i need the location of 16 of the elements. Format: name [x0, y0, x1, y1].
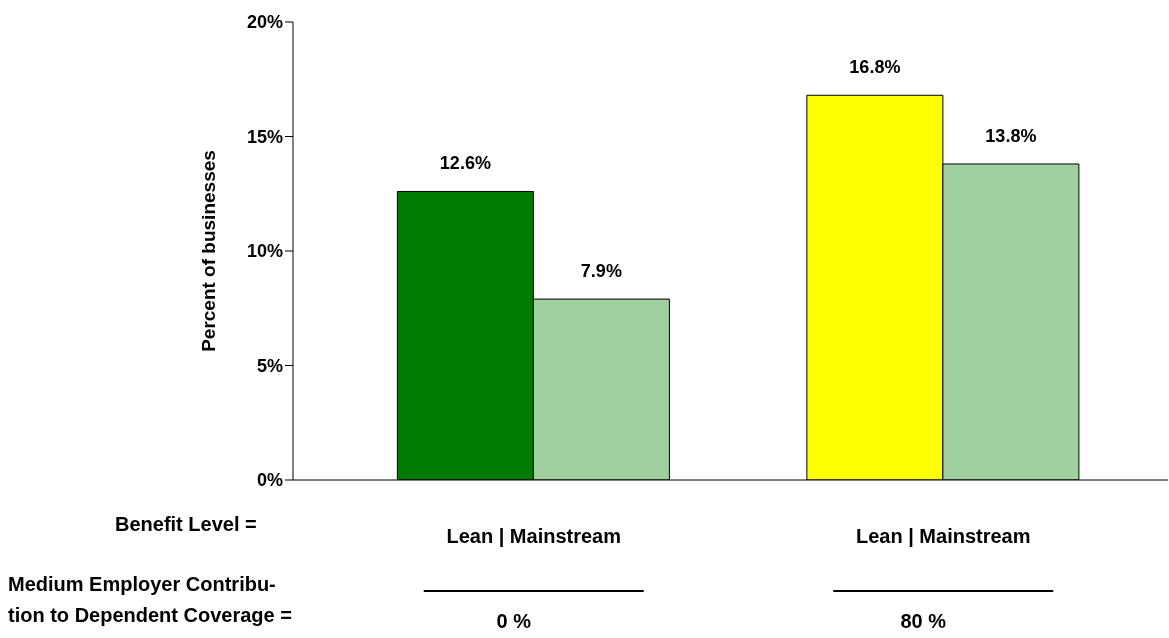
y-tick-label: 15% [246, 126, 283, 147]
text: Lean | Mainstream [446, 525, 622, 547]
text: 12.6% [439, 153, 491, 174]
y-tick-label: 20% [246, 12, 283, 33]
text: Medium Employer Contribu- tion to Dependent Coverage = [8, 572, 292, 628]
text: Lean | Mainstream [855, 525, 1031, 547]
x-tick-label: 0 % [496, 610, 532, 632]
text: 13.8% [985, 125, 1037, 146]
text: Benefit Level = [115, 513, 257, 536]
text: 7.9% [580, 261, 622, 282]
x-tick-label: 80 % [900, 610, 947, 632]
text: 16.8% [849, 57, 901, 78]
y-tick-label: 0% [256, 470, 283, 491]
y-tick-label: 5% [256, 355, 283, 376]
y-tick-label: 10% [246, 241, 283, 262]
y-axis-title: Percent of businesses [197, 150, 219, 352]
